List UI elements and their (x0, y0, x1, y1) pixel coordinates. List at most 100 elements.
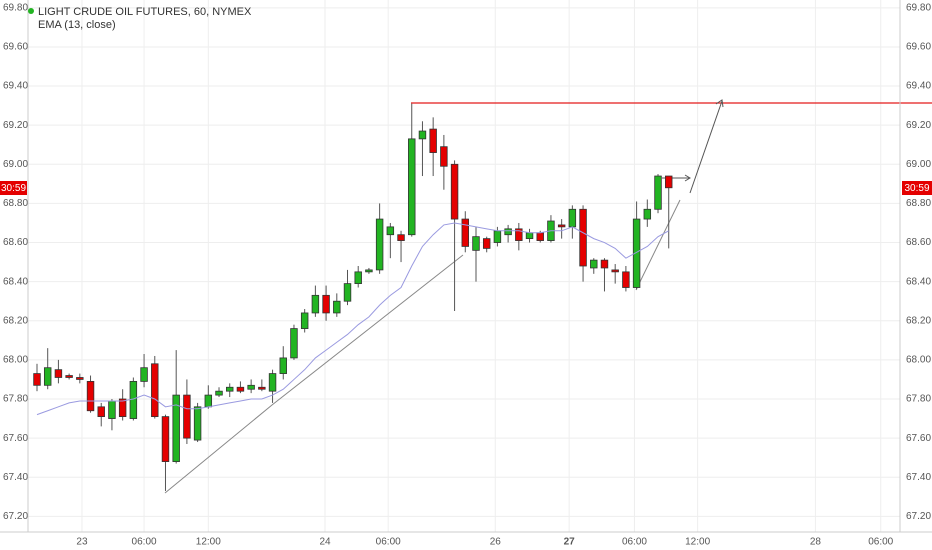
y-tick-label: 67.20 (906, 511, 931, 522)
countdown-label: 30:59 (1, 183, 26, 194)
candle-body (258, 386, 266, 390)
candle-body (397, 234, 405, 241)
trend-line (635, 199, 681, 291)
y-tick-label: 67.60 (906, 433, 931, 444)
candle-body (600, 259, 609, 269)
y-tick-label: 67.40 (906, 472, 931, 483)
x-tick-label: 06:00 (376, 537, 401, 548)
candle-body (43, 367, 52, 386)
candle-body (665, 175, 673, 189)
y-tick-label: 67.20 (3, 511, 28, 522)
ema-line (36, 222, 669, 416)
y-tick-label: 68.20 (3, 315, 28, 326)
x-tick-label: 28 (810, 537, 822, 548)
candle-body (65, 375, 73, 378)
indicator-label: EMA (13, close) (38, 19, 116, 31)
candle-body (129, 380, 138, 419)
candle-body (354, 271, 362, 285)
candle-body (33, 373, 41, 386)
y-tick-label: 68.20 (906, 315, 931, 326)
y-tick-label: 69.80 (3, 2, 28, 13)
marks (33, 103, 673, 491)
candle-body (536, 232, 544, 241)
y-tick-label: 69.60 (906, 42, 931, 53)
y-tick-label: 69.20 (906, 120, 931, 131)
candle-body (622, 271, 630, 288)
candle-body (568, 208, 577, 228)
y-tick-label: 69.00 (3, 159, 28, 170)
candle-body (311, 294, 320, 314)
x-tick-label: 06:00 (868, 537, 893, 548)
candle-body (440, 146, 448, 167)
x-tick-label: 26 (490, 537, 502, 548)
y-tick-label: 69.40 (3, 81, 28, 92)
candle-body (236, 386, 245, 392)
countdown-badge (0, 181, 27, 195)
candle-body (504, 228, 512, 236)
x-tick-label: 06:00 (132, 537, 157, 548)
y-tick-label: 68.60 (3, 237, 28, 248)
candle-body (118, 398, 127, 418)
arrow-line (689, 100, 723, 194)
y-tick-label: 68.40 (906, 276, 931, 287)
candle-body (343, 283, 352, 302)
candle-body (247, 384, 255, 390)
candle-body (86, 380, 95, 412)
candle-body (151, 363, 159, 418)
candle-body (97, 406, 105, 418)
x-tick-label: 24 (319, 537, 331, 548)
candle-body (193, 406, 202, 441)
x-tick-label: 12:00 (685, 537, 710, 548)
candle-body (386, 226, 395, 236)
candle-body (54, 369, 63, 378)
y-tick-label: 69.80 (906, 2, 931, 13)
x-tick-label: 23 (76, 537, 88, 548)
candle-body (493, 230, 502, 243)
candle-body (290, 328, 298, 359)
candle-body (204, 394, 213, 408)
candle-body (215, 390, 223, 396)
x-tick-label: 06:00 (622, 537, 647, 548)
candle-body (611, 269, 619, 273)
candle-body (183, 394, 191, 439)
y-tick-label: 69.20 (3, 120, 28, 131)
candle-body (108, 400, 116, 419)
candle-body (525, 232, 534, 240)
y-tick-label: 69.60 (3, 42, 28, 53)
y-tick-label: 67.80 (906, 394, 931, 405)
candle-body (279, 357, 287, 374)
countdown-label: 30:59 (904, 183, 929, 194)
candle-body (579, 208, 587, 267)
candle-body (333, 300, 341, 314)
candle-body (172, 394, 180, 462)
candle-body (654, 175, 662, 210)
y-tick-label: 68.80 (906, 198, 931, 209)
candle-body (429, 128, 437, 153)
candle-body (268, 373, 277, 392)
candle-body (375, 218, 384, 271)
trend-line (164, 254, 464, 494)
candle-body (322, 294, 330, 314)
candle-body (472, 236, 480, 251)
y-tick-label: 68.00 (3, 355, 28, 366)
candle-body (515, 228, 523, 241)
candle-body (461, 218, 470, 247)
candle-body (140, 367, 148, 382)
y-tick-label: 67.80 (3, 394, 28, 405)
x-tick-label: 12:00 (196, 537, 221, 548)
chart-title: LIGHT CRUDE OIL FUTURES, 60, NYMEX (38, 6, 252, 18)
y-tick-label: 67.40 (3, 472, 28, 483)
candle-body (226, 386, 234, 392)
y-tick-label: 68.60 (906, 237, 931, 248)
y-tick-label: 69.40 (906, 81, 931, 92)
candle-body (365, 269, 373, 273)
candle-body (632, 218, 641, 288)
candle-body (408, 138, 416, 236)
candle-body (590, 259, 598, 269)
candle-body (161, 416, 170, 462)
candle-body (557, 224, 566, 228)
